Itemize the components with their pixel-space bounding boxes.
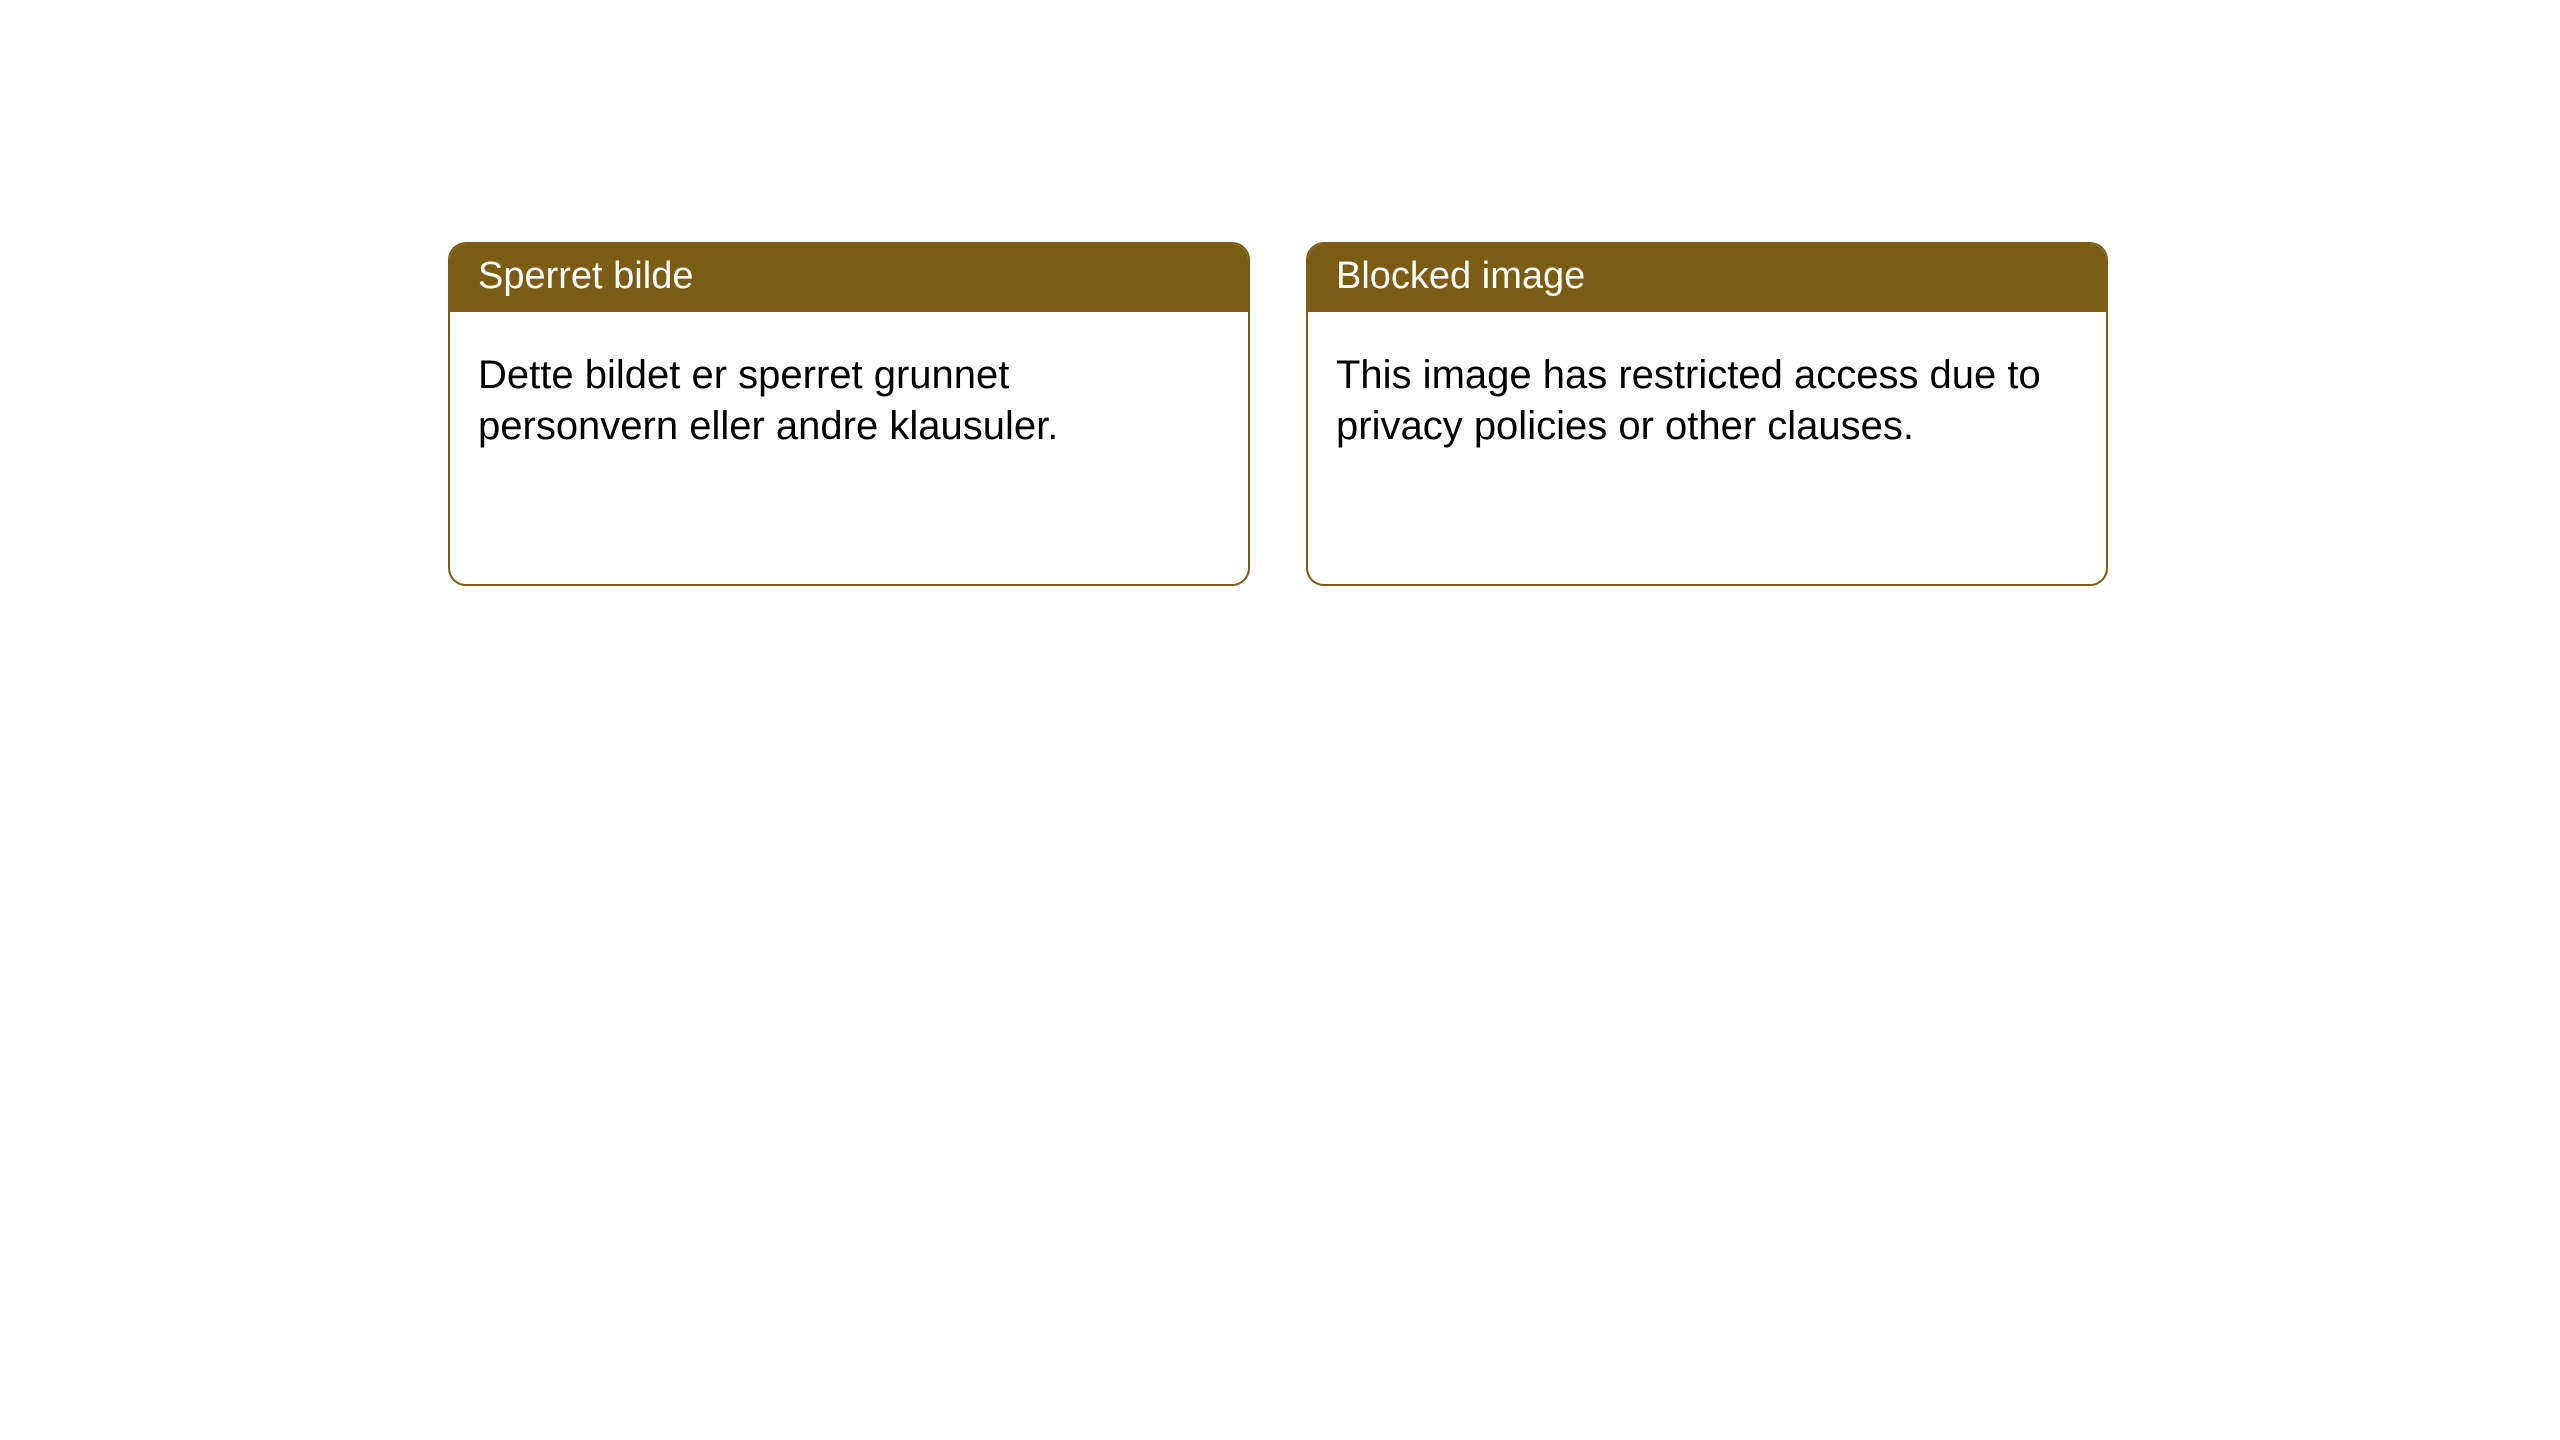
blocked-image-card-norwegian: Sperret bilde Dette bildet er sperret gr… [448,242,1250,586]
blocked-image-card-english: Blocked image This image has restricted … [1306,242,2108,586]
card-header-english: Blocked image [1308,244,2106,312]
card-header-norwegian: Sperret bilde [450,244,1248,312]
notice-cards-container: Sperret bilde Dette bildet er sperret gr… [0,0,2560,586]
card-body-english: This image has restricted access due to … [1308,312,2106,584]
card-body-norwegian: Dette bildet er sperret grunnet personve… [450,312,1248,584]
